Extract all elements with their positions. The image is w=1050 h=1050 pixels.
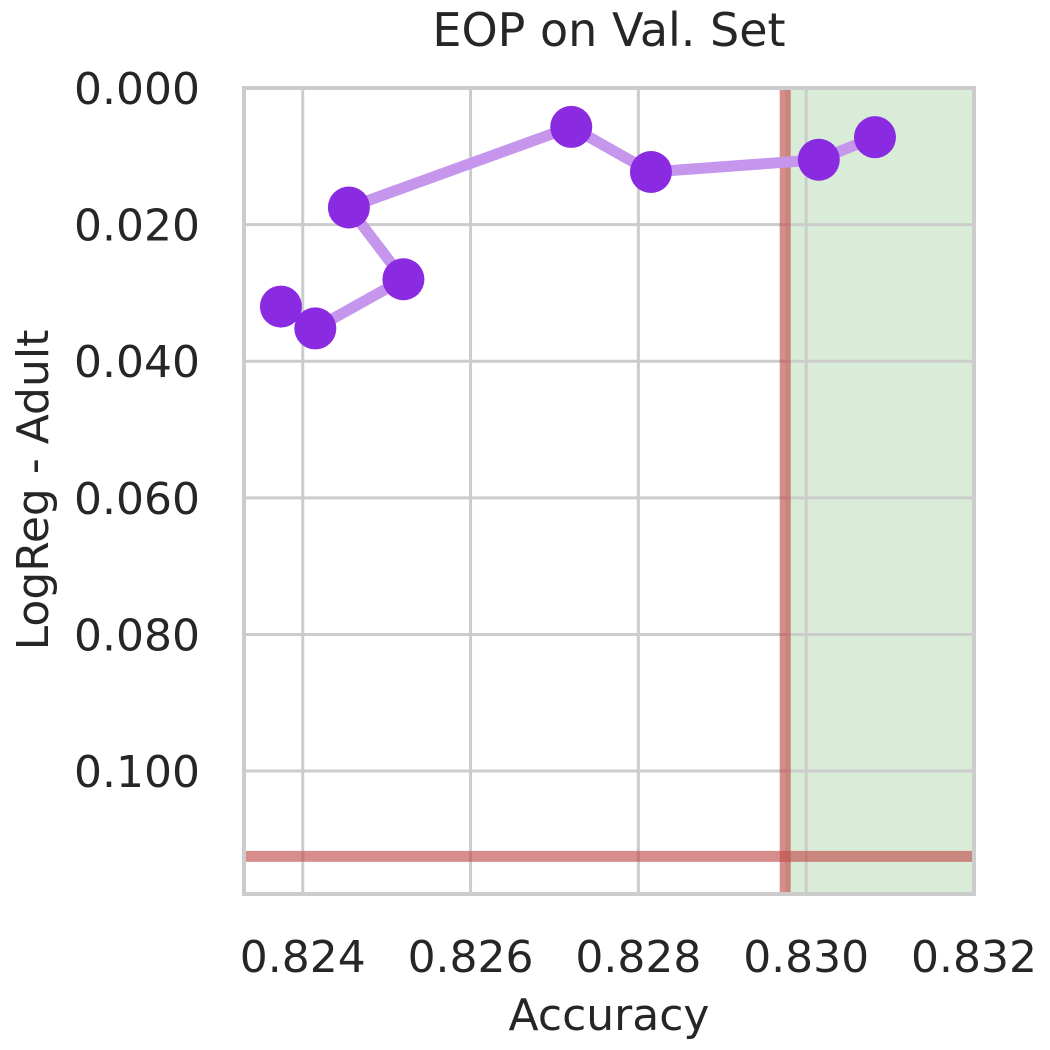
y-tick-label: 0.040: [74, 337, 200, 388]
data-point: [382, 258, 425, 301]
y-axis-label: LogReg - Adult: [8, 330, 59, 651]
x-tick-label: 0.824: [240, 932, 366, 983]
y-tick-label: 0.020: [74, 201, 200, 252]
y-tick-label: 0.100: [74, 747, 200, 798]
x-tick-label: 0.826: [408, 932, 534, 983]
data-point: [853, 116, 896, 159]
data-point: [797, 138, 840, 181]
data-point: [259, 285, 302, 328]
y-tick-label: 0.000: [74, 64, 200, 115]
y-tick-label: 0.060: [74, 474, 200, 525]
data-point: [550, 105, 593, 148]
y-tick-label: 0.080: [74, 610, 200, 661]
chart-title: EOP on Val. Set: [432, 3, 785, 57]
x-axis-label: Accuracy: [509, 990, 710, 1041]
plot-area: 0.824 0.826 0.828 0.830 0.832 0.000 0.020 0.040…: [74, 64, 1037, 983]
plot-frame: [242, 86, 976, 896]
x-tick-label: 0.832: [911, 932, 1037, 983]
x-tick-label: 0.830: [743, 932, 869, 983]
x-tick-label: 0.828: [575, 932, 701, 983]
data-point: [294, 307, 337, 350]
data-point: [629, 151, 672, 194]
data-point: [327, 186, 370, 229]
shaded-region: [785, 88, 974, 894]
